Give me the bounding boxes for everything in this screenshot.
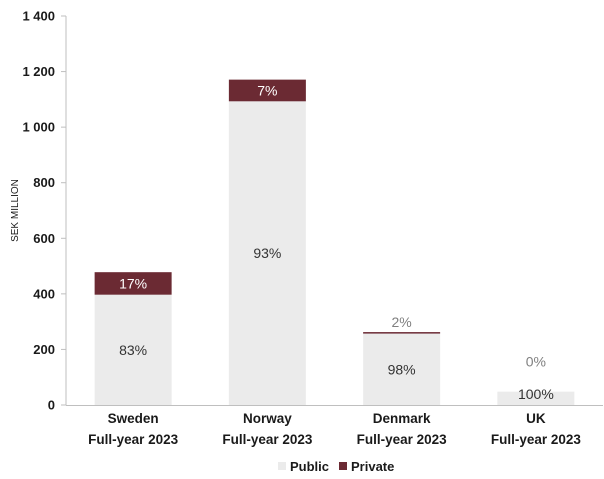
y-tick-label: 0 [48,398,55,413]
data-label-public: 98% [388,361,416,377]
legend-swatch-public [278,462,286,470]
bar-private-denmark [363,332,440,334]
data-label-public: 93% [253,245,281,261]
y-tick-label: 600 [33,231,55,246]
data-labels: 83% 17% 93% 7% 98% 2% 100% 0% [119,82,554,402]
y-tick-label: 400 [33,286,55,301]
x-axis: Sweden Full-year 2023 Norway Full-year 2023… [66,406,603,448]
y-tick-label: 200 [33,342,55,357]
y-axis: 0 200 400 600 800 1 000 1 200 1 400 SEK MILLION [10,9,66,413]
legend-label-private: Private [351,459,394,474]
data-label-public: 83% [119,342,147,358]
y-axis-title: SEK MILLION [10,179,21,242]
x-tick-label: Denmark [373,411,431,426]
y-tick-label: 1 200 [22,64,55,79]
data-label-private: 17% [119,275,147,291]
legend: Public Private [278,459,394,474]
bars [95,80,575,405]
x-tick-label-sub: Full-year 2023 [357,432,448,447]
legend-label-public: Public [290,459,329,474]
x-tick-label: UK [526,411,546,426]
legend-swatch-private [339,462,347,470]
x-tick-label: Norway [243,411,292,426]
x-tick-label: Sweden [108,411,159,426]
y-tick-label: 1 000 [22,120,55,135]
y-tick-label: 800 [33,175,55,190]
data-label-private: 2% [392,314,412,330]
x-tick-label-sub: Full-year 2023 [491,432,582,447]
x-tick-label-sub: Full-year 2023 [222,432,313,447]
x-tick-label-sub: Full-year 2023 [88,432,179,447]
data-label-private: 7% [257,82,277,98]
y-tick-label: 1 400 [22,9,55,24]
data-label-public: 100% [518,386,554,402]
data-label-private: 0% [526,354,546,370]
